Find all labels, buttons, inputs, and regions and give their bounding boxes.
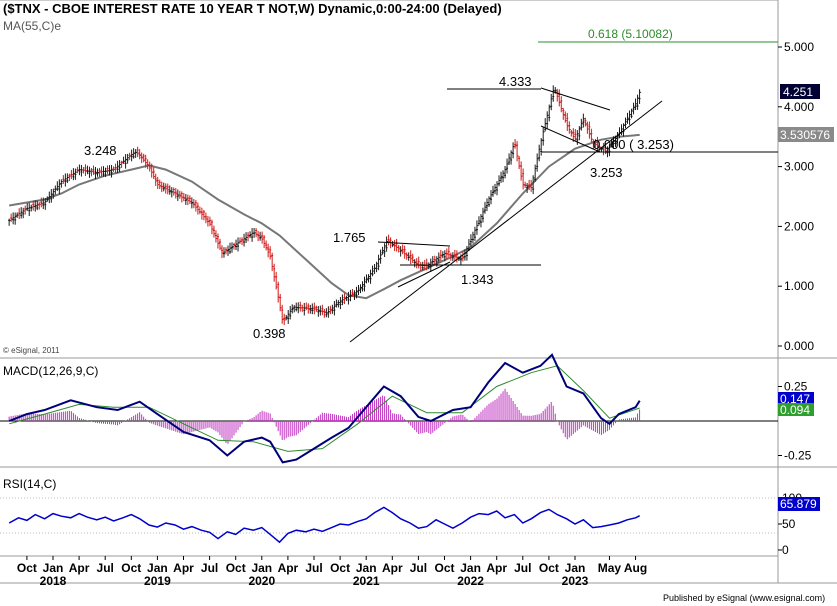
x-month-label: Apr: [382, 561, 403, 575]
macd-main-line: [8, 353, 641, 464]
moving-average-line: [9, 133, 640, 300]
macd-y-axis: 0.25 -0.25: [778, 380, 812, 463]
label-1343: 1.343: [461, 272, 494, 287]
x-month-label: Apr: [69, 561, 90, 575]
ma-55-line: [9, 133, 640, 300]
macd-value-tags: 0.147 0.094: [778, 392, 814, 417]
x-month-label: Jan: [147, 561, 168, 575]
price-y-tick-label: 4.000: [784, 100, 814, 114]
x-month-label: Jan: [460, 561, 481, 575]
x-year-label: 2019: [144, 574, 171, 588]
x-year-label: 2022: [457, 574, 484, 588]
triangle-2021-upper: [377, 241, 451, 247]
ma-value: 3.530576: [780, 128, 830, 142]
label-4333: 4.333: [499, 74, 532, 89]
signal-value: 0.094: [780, 403, 810, 417]
x-month-label: Jul: [305, 561, 322, 575]
macd-lines: [8, 353, 641, 464]
rsi-value: 65.879: [780, 497, 817, 511]
macd-value: 0.147: [780, 392, 810, 406]
price-y-axis: 0.000 1.000 2.000 3.000 4.000 5.000: [778, 40, 814, 353]
price-candles: [8, 85, 642, 326]
chart-title: ($TNX - CBOE INTEREST RATE 10 YEAR T NOT…: [3, 1, 502, 16]
price-y-tick-label: 2.000: [784, 219, 814, 233]
macd-y-tick-label: 0.25: [784, 380, 808, 394]
rsi-label: RSI(14,C): [3, 477, 56, 491]
x-month-label: Apr: [173, 561, 194, 575]
label-3248: 3.248: [84, 143, 117, 158]
x-month-label: Jan: [356, 561, 377, 575]
panel-frames: [0, 0, 837, 584]
key-point-labels: 3.248 0.398 1.765 1.343 4.333 3.253 0.00…: [84, 74, 674, 341]
x-month-label: Jul: [97, 561, 114, 575]
price-y-tick-label: 3.000: [784, 160, 814, 174]
copyright-text: © eSignal, 2011: [3, 346, 60, 355]
x-month-label: Oct: [539, 561, 559, 575]
price-y-tick-label: 5.000: [784, 40, 814, 54]
x-month-label: Oct: [121, 561, 141, 575]
x-month-label: Oct: [330, 561, 350, 575]
last-price-tag: 4.251: [780, 84, 820, 99]
rsi-line: [8, 506, 641, 544]
x-month-label: Jan: [565, 561, 586, 575]
ma-legend: MA(55,C)e: [3, 19, 61, 33]
label-zero-3253: 0.000 ( 3.253): [593, 137, 674, 152]
publisher-text: Published by eSignal (www.esignal.com): [663, 593, 825, 603]
x-year-label: 2021: [353, 574, 380, 588]
ma-value-tag: 3.530576: [778, 127, 834, 142]
price-y-tick-label: 0.000: [784, 339, 814, 353]
x-month-label: Aug: [624, 561, 647, 575]
last-price-value: 4.251: [783, 85, 813, 99]
x-month-label: Jan: [251, 561, 272, 575]
macd-histogram: [8, 388, 641, 444]
x-month-label: May: [598, 561, 622, 575]
label-0398: 0.398: [253, 326, 286, 341]
x-month-label: Oct: [434, 561, 454, 575]
x-month-label: Jul: [201, 561, 218, 575]
triangle-2022-upper: [540, 87, 611, 111]
price-y-tick-label: 1.000: [784, 279, 814, 293]
rsi-guides: [0, 497, 778, 534]
x-month-label: Apr: [486, 561, 507, 575]
label-1765: 1.765: [333, 230, 366, 245]
macd-label: MACD(12,26,9,C): [3, 364, 98, 378]
x-month-label: Jan: [43, 561, 64, 575]
x-month-label: Jul: [410, 561, 427, 575]
rsi-y-tick-label: 50: [782, 517, 796, 531]
x-month-label: Oct: [17, 561, 37, 575]
rsi-value-tag: 65.879: [778, 497, 820, 511]
label-3253: 3.253: [590, 165, 623, 180]
rsi-series-line: [8, 506, 641, 544]
trendline-2021-lower: [397, 261, 451, 288]
macd-signal-line: [9, 365, 640, 452]
x-year-label: 2023: [562, 574, 589, 588]
fib-618-label: 0.618 (5.10082): [588, 27, 673, 41]
x-year-label: 2018: [40, 574, 67, 588]
rsi-y-tick-label: 0: [782, 543, 789, 557]
x-year-label: 2020: [248, 574, 275, 588]
macd-y-tick-label: -0.25: [784, 449, 812, 463]
x-axis: Oct Jan Apr Jul Oct Jan Apr Jul Oct Jan Apr Jul Oct J…: [17, 556, 647, 588]
trendlines: [349, 87, 778, 343]
triangle-2022-lower: [540, 125, 601, 153]
x-month-label: Jul: [514, 561, 531, 575]
trendline-long-support: [349, 100, 663, 343]
x-month-label: Apr: [278, 561, 299, 575]
x-month-label: Oct: [226, 561, 246, 575]
